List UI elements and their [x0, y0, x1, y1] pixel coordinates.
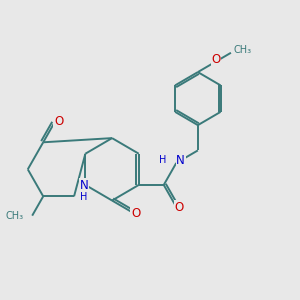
Text: N: N	[80, 179, 88, 192]
Text: O: O	[54, 115, 63, 128]
Text: N: N	[176, 154, 185, 166]
Text: CH₃: CH₃	[234, 45, 252, 55]
Text: CH₃: CH₃	[5, 211, 23, 221]
Text: H: H	[80, 192, 88, 203]
Text: O: O	[211, 53, 220, 66]
Text: O: O	[131, 207, 140, 220]
Text: H: H	[159, 155, 166, 165]
Text: O: O	[175, 201, 184, 214]
